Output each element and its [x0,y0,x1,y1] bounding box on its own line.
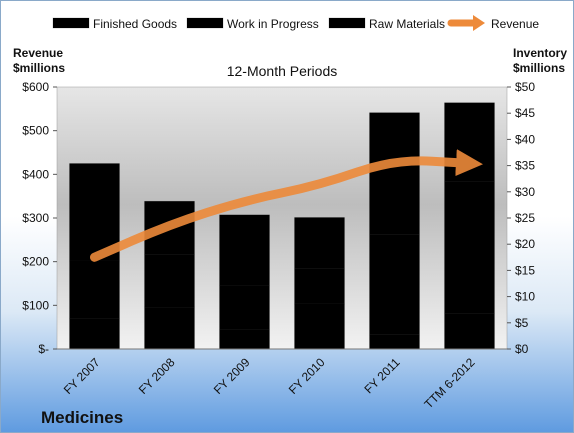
left-axis: $- $100 $200 $300 $400 $500 $600 [22,80,57,356]
bar-work-in-progress [69,260,120,319]
bar-work-in-progress [294,268,345,305]
legend-label-raw-materials: Raw Materials [369,17,445,31]
legend-swatch-work-in-progress [186,17,224,29]
bars [69,102,495,350]
left-tick-label: $300 [22,211,49,225]
bar-raw-materials [369,112,420,235]
bar-raw-materials [69,163,120,262]
bar-finished-goods [144,306,195,350]
x-tick-label: FY 2008 [136,355,178,397]
revenue-line-group [90,149,483,262]
x-tick-label: FY 2011 [361,355,402,396]
legend-label-revenue: Revenue [491,17,539,31]
bar-work-in-progress [144,254,195,308]
revenue-line [90,149,483,262]
x-tick-label: FY 2010 [286,355,328,397]
legend-swatch-raw-materials [328,17,366,29]
left-tick-label: $200 [22,255,49,269]
right-tick-label: $45 [515,106,535,120]
left-axis-title-line1: Revenue [13,46,63,60]
right-tick-label: $35 [515,159,535,173]
x-tick-label: FY 2009 [211,355,253,397]
left-tick-label: $100 [22,298,49,312]
bar-finished-goods [294,303,345,350]
legend: Finished Goods Work in Progress Raw Materi… [52,15,539,31]
x-tick-label: FY 2007 [61,355,103,397]
left-tick-label: $- [38,342,49,356]
left-tick-label: $500 [22,124,49,138]
left-tick-label: $400 [22,167,49,181]
right-tick-label: $0 [515,342,529,356]
legend-arrowhead [473,15,485,31]
legend-swatch-finished-goods [52,17,90,29]
bar-work-in-progress [219,285,270,330]
bar-finished-goods [219,329,270,350]
right-tick-label: $40 [515,132,535,146]
legend-label-work-in-progress: Work in Progress [227,17,319,31]
legend-label-finished-goods: Finished Goods [93,17,177,31]
bar-finished-goods [369,334,420,350]
bar-work-in-progress [369,233,420,336]
right-tick-label: $30 [515,185,535,199]
right-tick-label: $20 [515,237,535,251]
bar-finished-goods [444,313,495,350]
right-tick-label: $15 [515,263,535,277]
x-axis: FY 2007 FY 2008 FY 2009 FY 2010 FY 2011 TTM 6… [57,348,507,411]
right-axis-title-line2: $millions [513,61,565,75]
bar-work-in-progress [444,181,495,314]
footer-title: Medicines [41,408,123,427]
right-tick-label: $25 [515,211,535,225]
right-tick-label: $10 [515,290,535,304]
right-axis-title-line1: Inventory [513,46,567,60]
right-axis: $0 $5 $10 $15 $20 $25 $30 $35 $40 $45 $50 [507,80,535,356]
right-tick-label: $5 [515,316,529,330]
bar-raw-materials [294,217,345,270]
x-tick-label: TTM 6-2012 [422,355,478,411]
chart-subtitle: 12-Month Periods [227,63,338,79]
left-tick-label: $600 [22,80,49,94]
right-tick-label: $50 [515,80,535,94]
bar-raw-materials [444,102,495,182]
left-axis-title-line2: $millions [13,61,65,75]
plot-area [56,86,508,350]
bar-raw-materials [219,214,270,286]
bar-finished-goods [69,318,120,350]
